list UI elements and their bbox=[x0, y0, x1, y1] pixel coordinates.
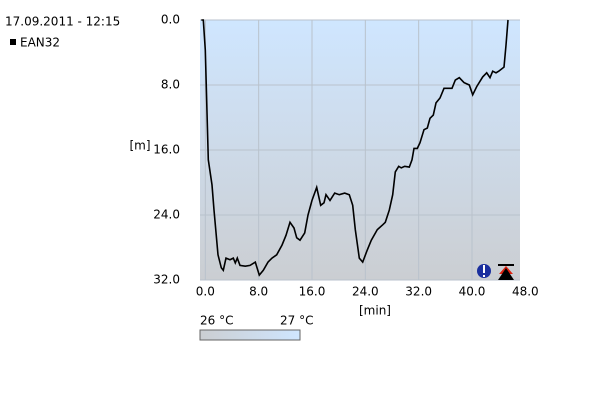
legend-label: EAN32 bbox=[20, 36, 60, 50]
x-tick-label: 16.0 bbox=[299, 285, 326, 299]
warning-icon-dot bbox=[483, 275, 485, 277]
x-tick-label: 24.0 bbox=[352, 285, 379, 299]
x-tick-label: 40.0 bbox=[459, 285, 486, 299]
chart-title: 17.09.2011 - 12:15 bbox=[5, 15, 120, 29]
temp-max-label: 27 °C bbox=[280, 314, 313, 328]
y-tick-label: 0.0 bbox=[161, 13, 180, 27]
x-tick-label: 8.0 bbox=[249, 285, 268, 299]
y-tick-label: 24.0 bbox=[153, 208, 180, 222]
warning-icon-mark bbox=[483, 265, 485, 273]
y-tick-label: 16.0 bbox=[153, 143, 180, 157]
legend-swatch bbox=[10, 39, 16, 45]
y-tick-label: 8.0 bbox=[161, 78, 180, 92]
x-tick-label: 32.0 bbox=[405, 285, 432, 299]
temp-min-label: 26 °C bbox=[200, 314, 233, 328]
depth-line bbox=[201, 19, 509, 277]
x-tick-label: 48.0 bbox=[512, 285, 539, 299]
y-axis-label: [m] bbox=[129, 139, 150, 153]
ascent-icon-black bbox=[498, 268, 514, 280]
temperature-bar bbox=[199, 329, 301, 341]
y-tick-label: 32.0 bbox=[153, 273, 180, 287]
x-tick-label: 0.0 bbox=[196, 285, 215, 299]
event-icons bbox=[477, 264, 514, 280]
x-axis-label: [min] bbox=[359, 304, 391, 318]
